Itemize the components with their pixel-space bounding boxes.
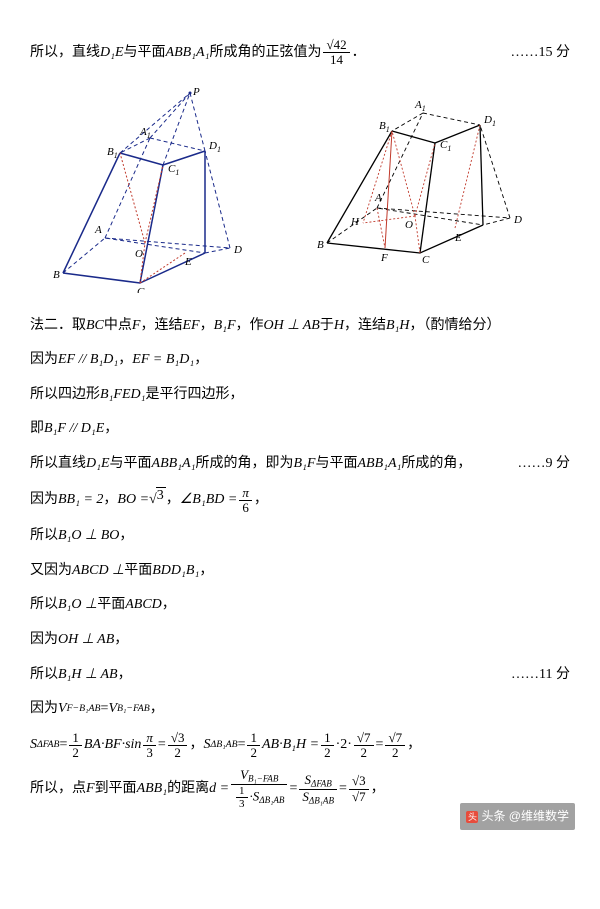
line-parallelogram: 所以四边形 B₁FED₁ 是平行四边形， — [30, 382, 570, 409]
svg-text:D1: D1 — [208, 140, 221, 154]
big-fraction-1: VB₁−FAB 13·SΔB₁AB — [231, 768, 287, 809]
diagram-left: P A1 B1 C1 D1 A B C D O E — [45, 83, 275, 293]
svg-text:C1: C1 — [168, 163, 179, 177]
fraction: π 6 — [239, 486, 252, 516]
var: D₁E — [100, 40, 124, 67]
line-volume-eq: 因为 VF−B₁AB = VB₁−FAB ， — [30, 696, 570, 723]
svg-text:A1: A1 — [414, 99, 426, 113]
svg-text:H: H — [350, 216, 360, 228]
line-b1o-bo: 所以 B₁O ⊥ BO ， — [30, 523, 570, 550]
svg-text:F: F — [380, 252, 388, 263]
svg-text:B1: B1 — [379, 120, 390, 134]
svg-text:B1: B1 — [107, 146, 118, 160]
line-b1o-abcd: 所以 B₁O ⊥ 平面 ABCD ， — [30, 592, 570, 619]
text: ． — [352, 40, 366, 67]
svg-text:C: C — [422, 254, 430, 263]
line-because-parallel: 因为 EF // B₁D₁ ， EF = B₁D₁ ， — [30, 347, 570, 374]
svg-text:D1: D1 — [483, 114, 496, 128]
logo-icon: 头 — [466, 811, 478, 823]
line-method2-setup: 法二．取 BC 中点 F ，连结 EF ， B₁F ，作 OH ⊥ AB 于 H… — [30, 313, 570, 340]
svg-text:B: B — [317, 239, 324, 251]
sqrt: 3 — [149, 487, 166, 514]
svg-text:B: B — [53, 269, 60, 281]
svg-text:P: P — [192, 86, 200, 98]
svg-text:O: O — [135, 248, 143, 260]
score-marker: ……11 分 — [491, 662, 570, 689]
score-marker: ……15 分 — [491, 40, 571, 67]
diagram-right: A1 B1 C1 D1 A B C D O E F H — [305, 83, 555, 263]
svg-text:A: A — [94, 224, 102, 236]
line-values: 因为 BB₁ = 2 ， BO = 3 ， ∠B₁BD = π 6 ， — [30, 486, 570, 516]
text: 与平面 — [124, 40, 166, 67]
line-bf-de: 即 B₁F // D₁E ， — [30, 416, 570, 443]
fraction: √42 14 — [323, 38, 349, 68]
big-fraction-3: √3 √7 — [349, 774, 369, 804]
line-oh-ab: 因为 OH ⊥ AB ， — [30, 627, 570, 654]
svg-text:E: E — [184, 256, 192, 268]
svg-text:D: D — [513, 214, 522, 226]
line-b1h-ab: 所以 B₁H ⊥ AB ， ……11 分 — [30, 662, 570, 689]
line-angle-equal: 所以直线 D₁E 与平面 ABB₁A₁ 所成的角，即为 B₁F 与平面 ABB₁… — [30, 451, 570, 478]
svg-text:D: D — [233, 244, 242, 256]
text: 所以，直线 — [30, 40, 100, 67]
line-plane-perp: 又因为 ABCD ⊥ 平面 BDD₁B₁ ， — [30, 558, 570, 585]
svg-text:C1: C1 — [440, 139, 451, 153]
svg-text:O: O — [405, 219, 413, 231]
line-areas: SΔFAB = 12 BA·BF·sin π3 = √32 ， SΔB₁AB =… — [30, 731, 570, 761]
line-conclusion-sine: 所以，直线 D₁E 与平面 ABB₁A₁ 所成角的正弦值为 √42 14 ． …… — [30, 38, 570, 68]
var: ABB₁A₁ — [166, 40, 210, 67]
big-fraction-2: SΔFAB SΔB₁AB — [299, 773, 337, 805]
svg-text:A: A — [374, 192, 382, 204]
diagram-row: P A1 B1 C1 D1 A B C D O E — [30, 83, 570, 293]
text: 所成角的正弦值为 — [209, 40, 321, 67]
score-marker: ……9 分 — [498, 451, 571, 478]
watermark: 头头条 @维维数学 — [460, 803, 575, 830]
svg-text:C: C — [137, 286, 145, 293]
svg-text:E: E — [454, 232, 462, 244]
